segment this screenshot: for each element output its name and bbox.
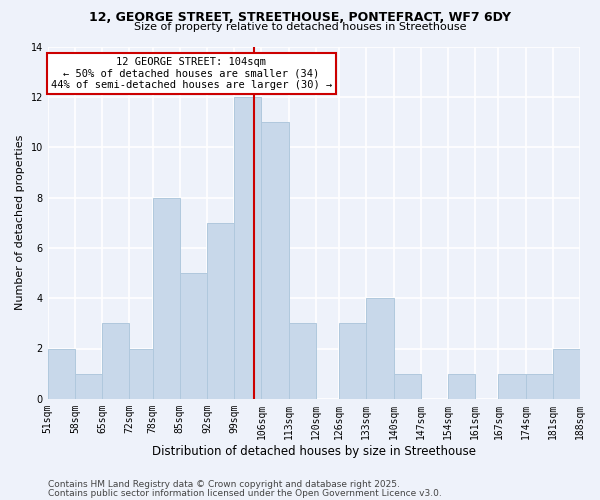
Bar: [75, 374, 102, 399]
Text: Contains HM Land Registry data © Crown copyright and database right 2025.: Contains HM Land Registry data © Crown c…: [48, 480, 400, 489]
Bar: [102, 324, 130, 399]
Bar: [48, 348, 75, 399]
Text: Contains public sector information licensed under the Open Government Licence v3: Contains public sector information licen…: [48, 488, 442, 498]
Bar: [289, 324, 316, 399]
Bar: [180, 273, 207, 399]
X-axis label: Distribution of detached houses by size in Streethouse: Distribution of detached houses by size …: [152, 444, 476, 458]
Bar: [207, 222, 234, 399]
Bar: [448, 374, 475, 399]
Bar: [262, 122, 289, 399]
Bar: [234, 97, 262, 399]
Text: 12, GEORGE STREET, STREETHOUSE, PONTEFRACT, WF7 6DY: 12, GEORGE STREET, STREETHOUSE, PONTEFRA…: [89, 11, 511, 24]
Bar: [499, 374, 526, 399]
Bar: [394, 374, 421, 399]
Y-axis label: Number of detached properties: Number of detached properties: [15, 135, 25, 310]
Bar: [152, 198, 180, 399]
Bar: [553, 348, 580, 399]
Bar: [130, 348, 152, 399]
Bar: [526, 374, 553, 399]
Text: Size of property relative to detached houses in Streethouse: Size of property relative to detached ho…: [134, 22, 466, 32]
Bar: [339, 324, 367, 399]
Text: 12 GEORGE STREET: 104sqm
← 50% of detached houses are smaller (34)
44% of semi-d: 12 GEORGE STREET: 104sqm ← 50% of detach…: [51, 57, 332, 90]
Bar: [367, 298, 394, 399]
